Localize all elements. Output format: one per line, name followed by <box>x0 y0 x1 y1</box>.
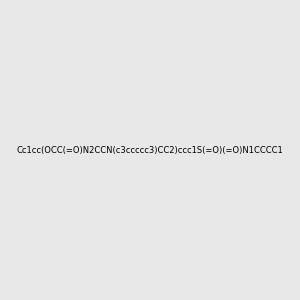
Text: Cc1cc(OCC(=O)N2CCN(c3ccccc3)CC2)ccc1S(=O)(=O)N1CCCC1: Cc1cc(OCC(=O)N2CCN(c3ccccc3)CC2)ccc1S(=O… <box>16 146 283 154</box>
